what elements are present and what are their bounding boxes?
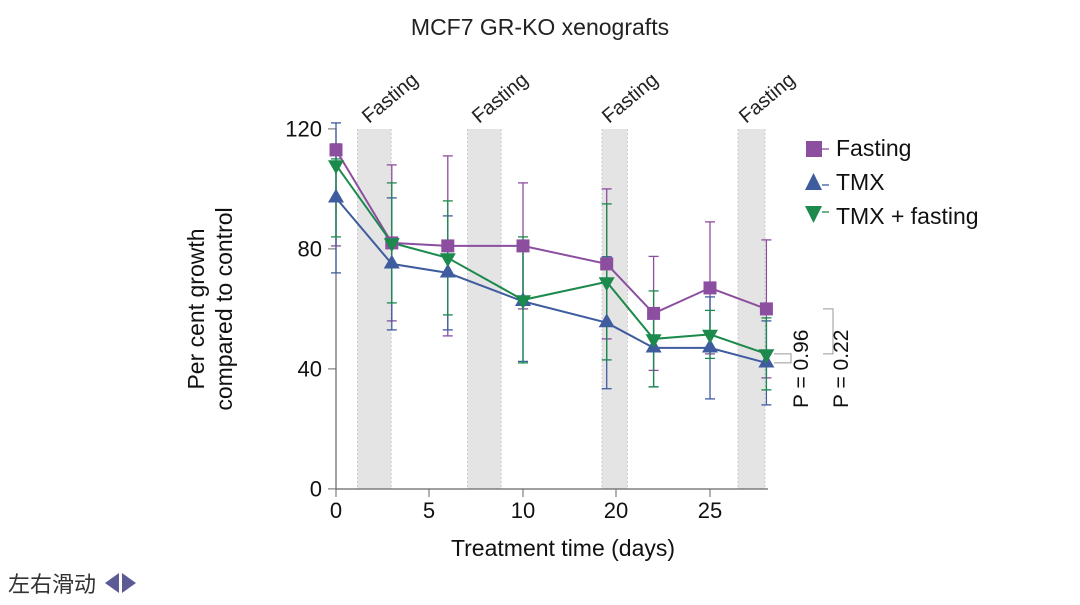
svg-text:0: 0 [310,477,322,502]
svg-text:P = 0.22: P = 0.22 [830,330,853,408]
svg-text:40: 40 [298,357,322,382]
svg-text:Fasting: Fasting [836,135,911,161]
svg-text:80: 80 [298,237,322,262]
svg-text:5: 5 [423,498,435,523]
svg-text:120: 120 [285,117,322,142]
svg-text:Treatment time (days): Treatment time (days) [451,535,675,561]
svg-text:20: 20 [604,498,628,523]
svg-text:25: 25 [698,498,722,523]
svg-text:TMX: TMX [836,169,885,195]
svg-text:Fasting: Fasting [598,69,662,128]
svg-text:Fasting: Fasting [735,69,799,128]
svg-text:Per cent growth: Per cent growth [183,228,209,389]
svg-text:10: 10 [511,498,535,523]
svg-text:P = 0.96: P = 0.96 [790,330,813,408]
svg-text:TMX + fasting: TMX + fasting [836,203,979,229]
svg-text:Fasting: Fasting [358,69,422,128]
svg-text:compared to control: compared to control [211,207,237,410]
svg-text:Fasting: Fasting [468,69,532,128]
svg-text:0: 0 [330,498,342,523]
